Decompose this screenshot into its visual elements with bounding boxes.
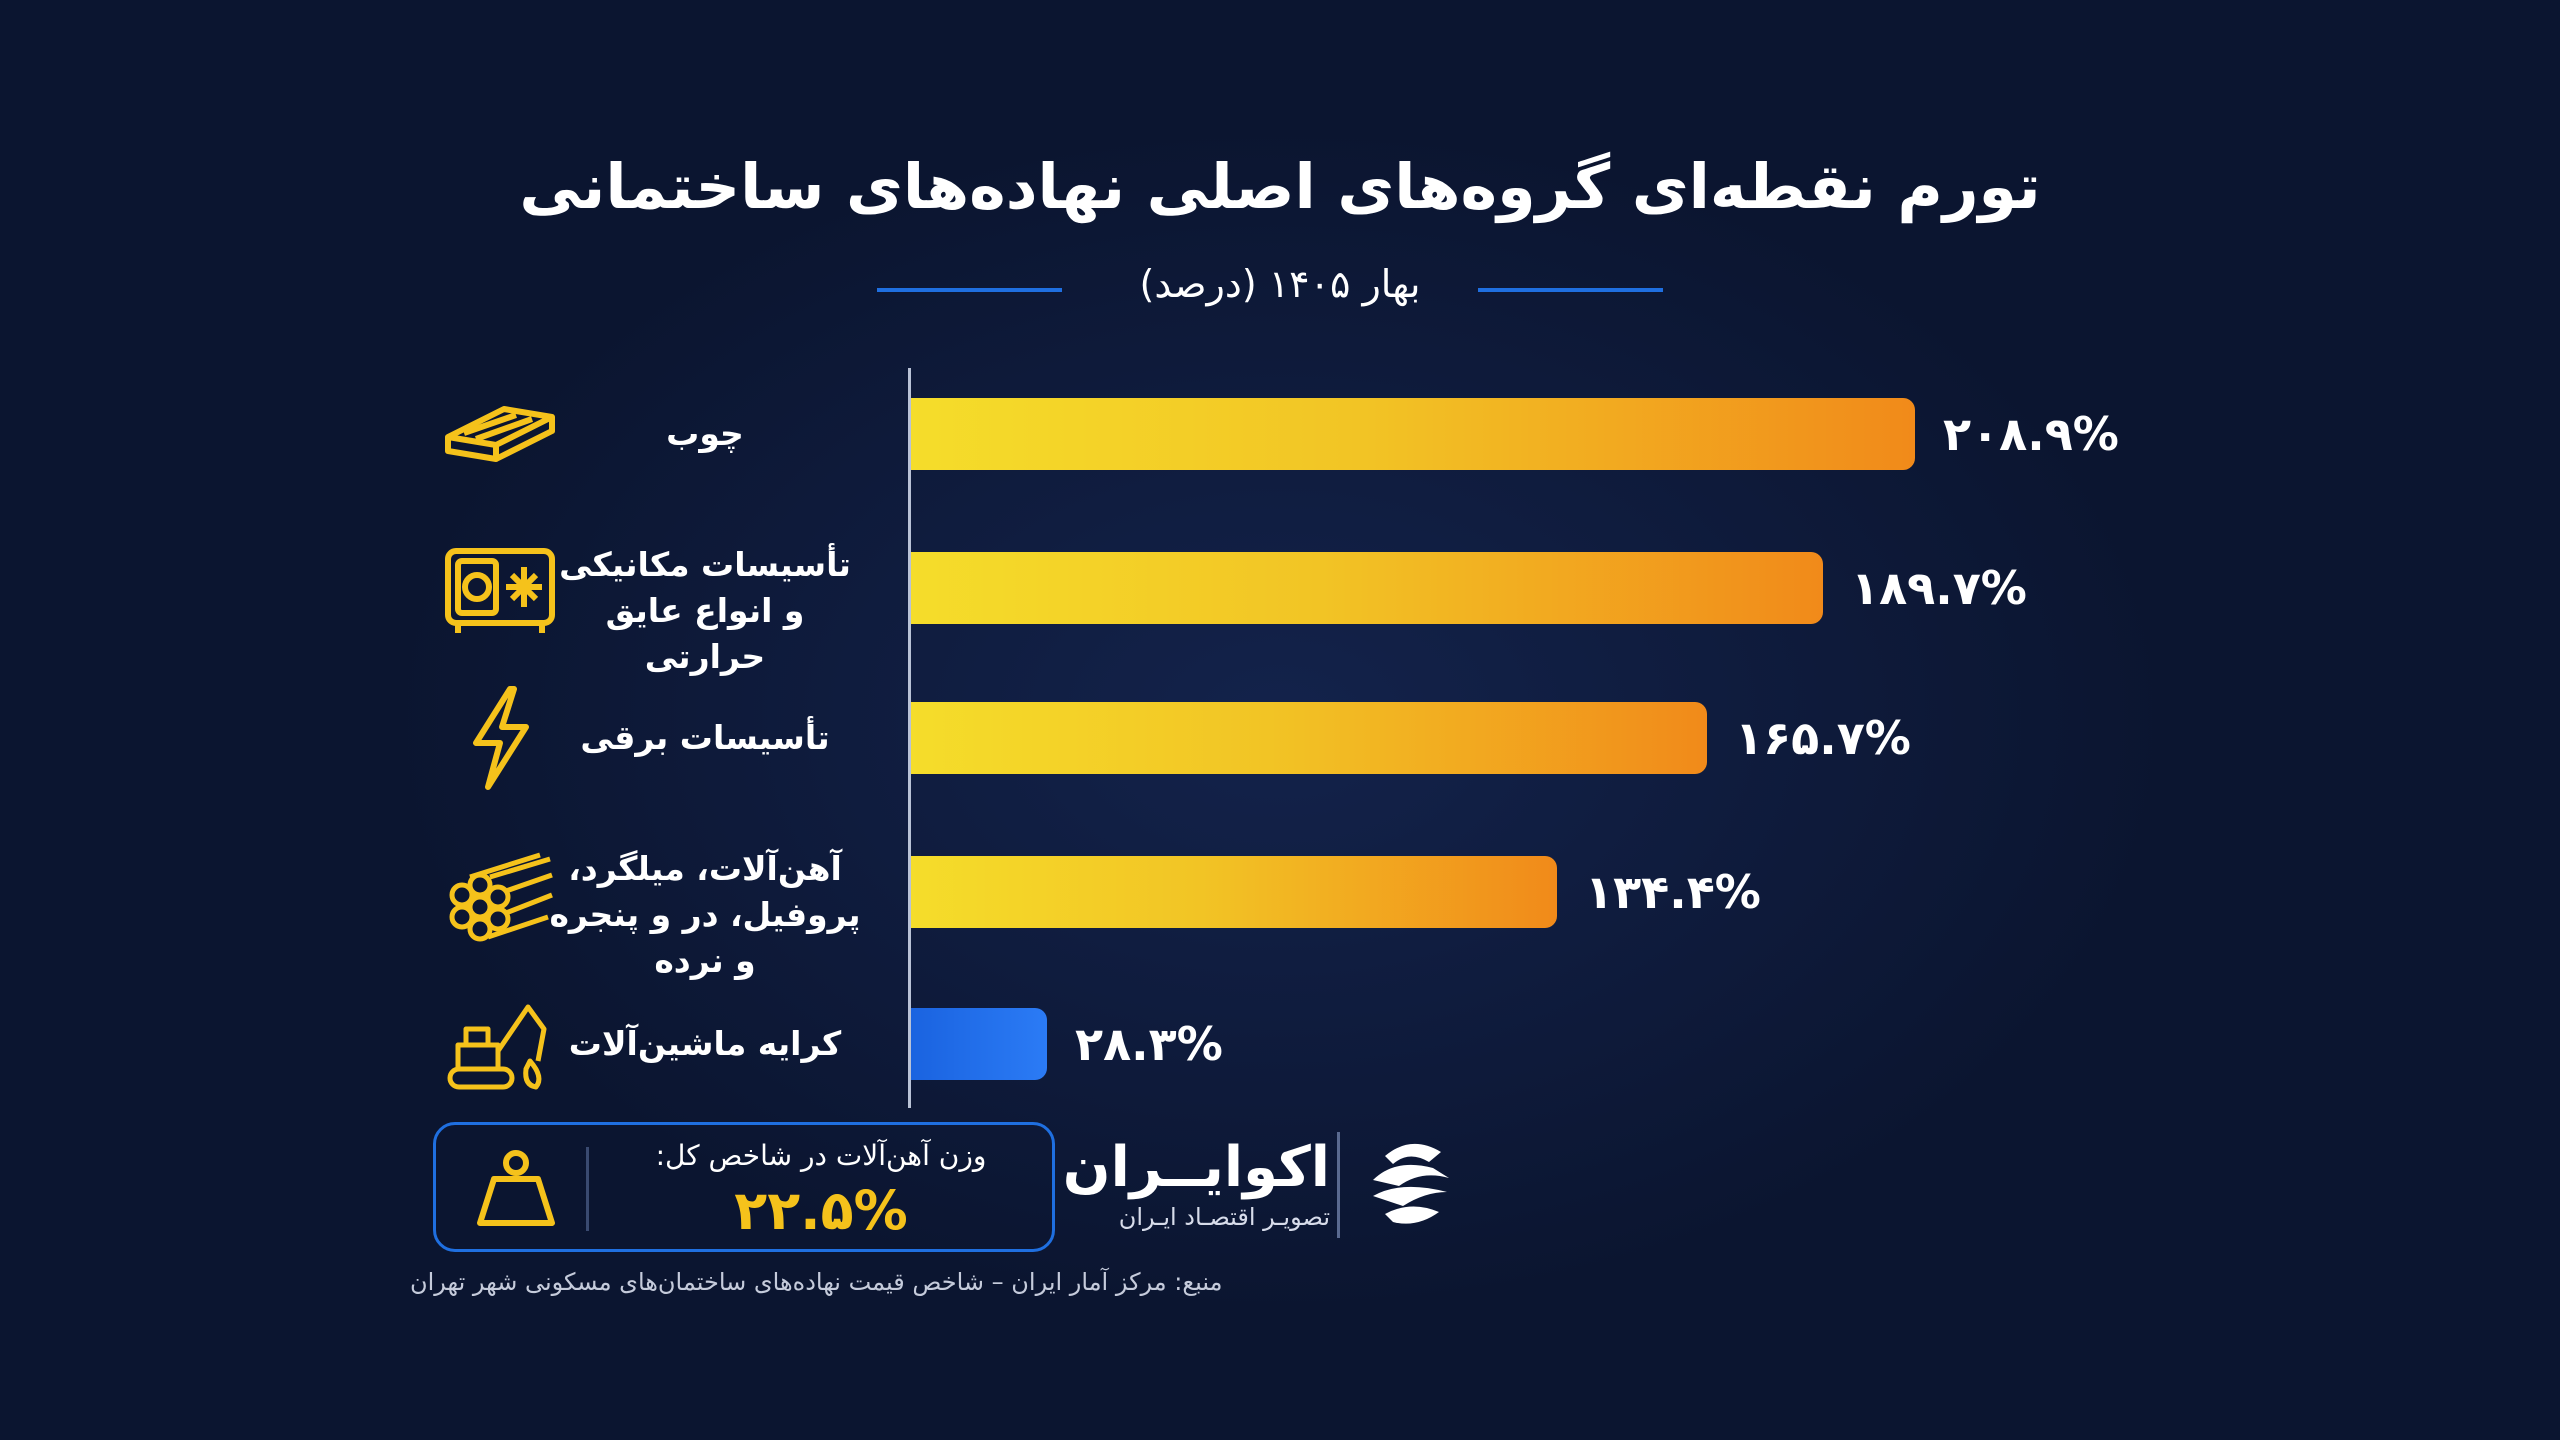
bar-3 [911,702,1707,774]
chart-title: تورم نقطه‌ای گروه‌های اصلی نهاده‌های ساخ… [519,150,2041,223]
brand-tagline: تصویـر اقتصـاد ایـران [1118,1203,1330,1231]
subtitle-line-left [877,288,1062,292]
category-label-1: چوب [540,411,870,457]
lumber-icon [440,379,560,489]
category-label-line: آهن‌آلات، میلگرد، [568,849,842,888]
category-label-line: و انواع عایق حرارتی [605,591,805,676]
bar-value-label-4: ۱۳۴.۴% [1585,865,1761,919]
category-label-line: پروفیل، در و پنجره و نرده [549,895,861,980]
category-label-line: چوب [666,414,744,453]
category-label-5: کرایه ماشین‌آلات [540,1021,870,1067]
ecoiran-logo-icon [1373,1143,1449,1224]
weight-icon [477,1150,555,1226]
weight-value: ۲۲.۵% [734,1179,908,1242]
brand-divider [1337,1132,1340,1238]
chart-subtitle: بهار ۱۴۰۵ (درصد) [1139,262,1421,306]
steel-pipes-icon [440,837,560,947]
bar-1 [911,398,1915,470]
bar-4 [911,856,1557,928]
category-label-line: تأسیسات برقی [580,718,830,757]
chart-axis-line [908,368,911,1108]
bar-2 [911,552,1823,624]
weight-label: وزن آهن‌آلات در شاخص کل: [655,1139,987,1172]
bar-value-label-2: ۱۸۹.۷% [1851,561,2027,615]
brand-name: اکوایــران [1062,1135,1330,1200]
hvac-unit-icon [440,533,560,643]
category-label-line: تأسیسات مکانیکی [559,545,851,584]
lightning-bolt-icon [440,683,560,793]
excavator-icon [440,989,560,1099]
category-label-line: کرایه ماشین‌آلات [568,1024,842,1063]
bar-value-label-1: ۲۰۸.۹% [1943,407,2119,461]
category-label-2: تأسیسات مکانیکی و انواع عایق حرارتی [540,542,870,680]
weight-info-box: وزن آهن‌آلات در شاخص کل: ۲۲.۵% [433,1122,1055,1252]
category-label-4: آهن‌آلات، میلگرد، پروفیل، در و پنجره و نر… [540,846,870,984]
weight-box-divider [586,1147,589,1231]
source-note: منبع: مرکز آمار ایران – شاخص قیمت نهاده‌… [410,1268,1223,1296]
bar-value-label-5: ۲۸.۳% [1075,1017,1223,1071]
subtitle-area: بهار ۱۴۰۵ (درصد) [0,262,2560,322]
bar-value-label-3: ۱۶۵.۷% [1735,711,1911,765]
category-label-3: تأسیسات برقی [540,715,870,761]
subtitle-line-right [1478,288,1663,292]
bar-5 [911,1008,1047,1080]
